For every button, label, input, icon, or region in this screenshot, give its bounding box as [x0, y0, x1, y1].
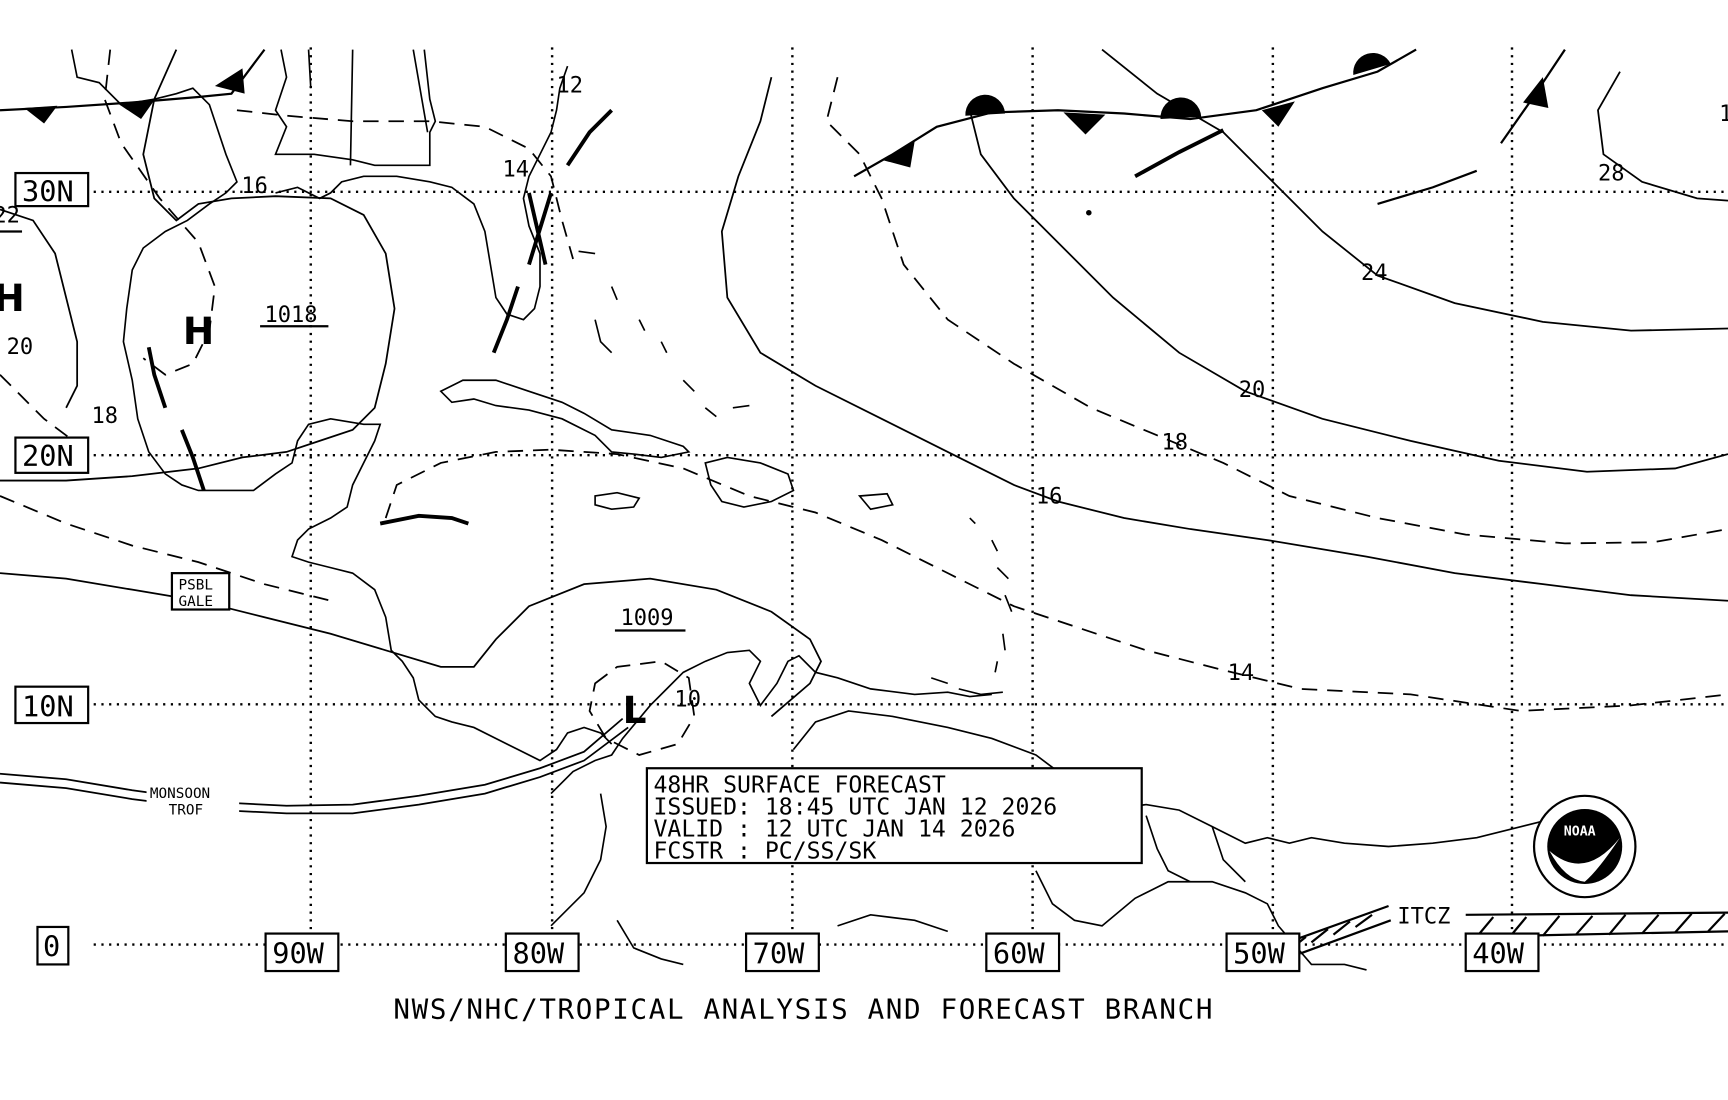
- lat-label: 0: [43, 930, 60, 964]
- possible-gale-label: PSBL GALE: [170, 572, 231, 611]
- isobar-label: 28: [1598, 162, 1625, 187]
- high-center-gulf: H: [183, 309, 214, 353]
- low-pressure-value: 1009: [620, 606, 673, 631]
- isobar-label: 16: [241, 174, 268, 199]
- coastlines: [70, 49, 1544, 971]
- latitude-labels: 30N 20N 10N 0: [14, 171, 90, 966]
- lon-label: 60W: [993, 936, 1045, 970]
- low-center: L: [623, 688, 647, 732]
- lon-label: 90W: [272, 936, 324, 970]
- forecast-title: 48HR SURFACE FORECAST: [654, 772, 946, 798]
- lat-label: 10N: [22, 689, 74, 723]
- footer-credit: NWS/NHC/TROPICAL ANALYSIS AND FORECAST B…: [393, 993, 1214, 1025]
- high-center-west: H: [0, 276, 25, 320]
- monsoon-line2: TROF: [169, 803, 203, 819]
- high-pressure-value: 1018: [264, 303, 317, 328]
- noaa-logo-text: NOAA: [1564, 824, 1596, 839]
- itcz-label: ITCZ: [1397, 905, 1450, 930]
- isobar-label: 14: [503, 157, 530, 182]
- lon-label: 80W: [512, 936, 564, 970]
- stationary-front: [853, 48, 1566, 205]
- isobar-label: 20: [1239, 378, 1266, 403]
- monsoon-line1: MONSOON: [150, 786, 210, 802]
- forecasters: FCSTR : PC/SS/SK: [654, 839, 877, 865]
- high-west-pressure-value: 22: [0, 204, 20, 229]
- isobar-label: 16: [1036, 485, 1063, 510]
- gale-line1: PSBL: [179, 578, 213, 594]
- isobar-label: 12: [557, 74, 584, 99]
- noaa-logo: NOAA: [1532, 794, 1637, 899]
- lon-label: 40W: [1472, 936, 1524, 970]
- isobars-dashed: [0, 49, 1728, 756]
- cold-front: [0, 48, 266, 124]
- isobar-label: 10: [674, 688, 701, 713]
- isobar-label: 1: [1719, 102, 1728, 127]
- itcz: ITCZ: [1277, 905, 1728, 955]
- lon-label: 50W: [1233, 936, 1285, 970]
- lat-label: 30N: [22, 175, 74, 209]
- isobar-label: 18: [91, 404, 118, 429]
- longitude-labels: 90W 80W 70W 60W 50W 40W: [264, 932, 1540, 973]
- lon-label: 70W: [753, 936, 805, 970]
- monsoon-trough-label: MONSOON TROF: [146, 783, 240, 819]
- point-marker: [1086, 209, 1092, 216]
- isobar-labels: 12 14 16 20 18 24 28 20 18 16 14 10 1: [7, 74, 1728, 713]
- isobar-label: 24: [1361, 261, 1388, 286]
- lat-label: 20N: [22, 439, 74, 473]
- forecast-info-box: 48HR SURFACE FORECAST ISSUED: 18:45 UTC …: [645, 767, 1143, 865]
- isobar-label: 18: [1162, 431, 1189, 456]
- issued-time: ISSUED: 18:45 UTC JAN 12 2026: [654, 795, 1058, 821]
- isobar-label: 20: [7, 335, 34, 360]
- isobar-label: 14: [1228, 661, 1255, 686]
- troughs: [146, 108, 1225, 526]
- gale-line2: GALE: [179, 594, 213, 610]
- valid-time: VALID : 12 UTC JAN 14 2026: [654, 817, 1016, 843]
